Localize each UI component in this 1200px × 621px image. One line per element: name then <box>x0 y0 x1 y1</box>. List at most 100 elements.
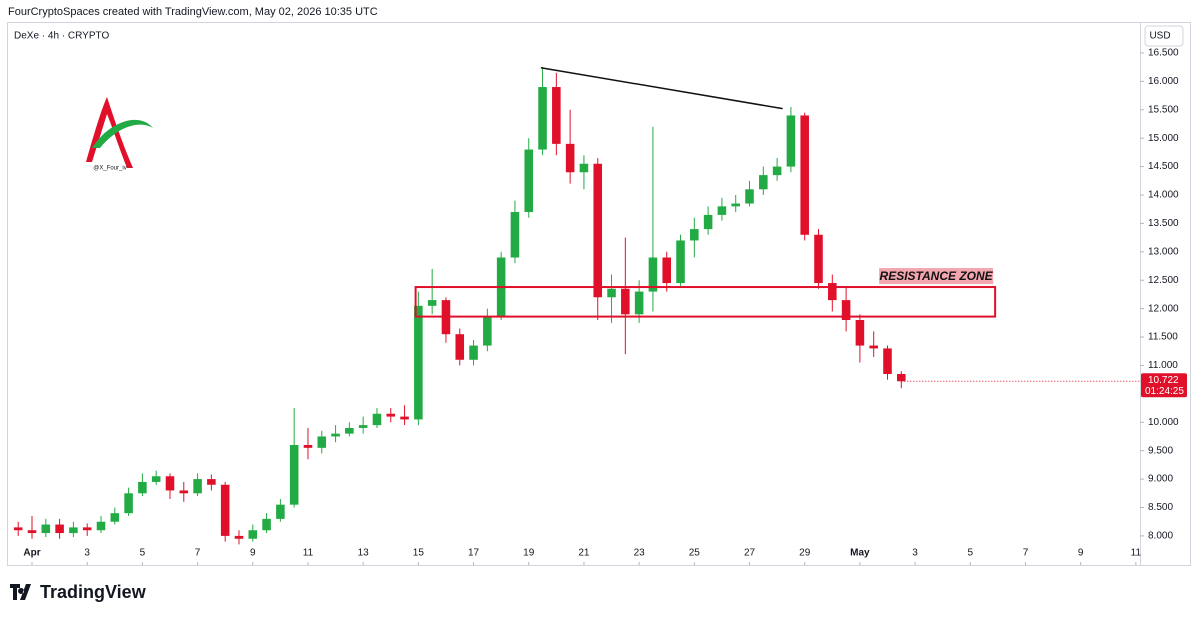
x-tick-label: 29 <box>799 548 811 559</box>
candle-body <box>607 288 616 298</box>
x-tick-label: May <box>850 548 870 559</box>
candle-body <box>69 527 78 534</box>
candle-body <box>151 476 161 482</box>
candle-body <box>455 334 465 360</box>
candle-body <box>82 527 92 531</box>
candle-body <box>248 530 258 539</box>
candle-body <box>386 413 396 417</box>
candle-body <box>538 87 547 150</box>
x-tick-label: 19 <box>523 548 535 559</box>
candle-body <box>579 163 589 173</box>
x-tick-label: 11 <box>303 548 314 559</box>
y-tick-label: 15.500 <box>1148 104 1179 115</box>
x-tick-label: 9 <box>250 548 256 559</box>
x-tick-label: 27 <box>744 548 756 559</box>
y-tick-label: 14.500 <box>1148 161 1179 172</box>
x-tick-label: 23 <box>634 548 646 559</box>
candle-body <box>676 240 685 284</box>
candle-body <box>759 175 768 190</box>
x-tick-label: 17 <box>468 548 480 559</box>
candle-body <box>289 445 299 505</box>
candle-body <box>690 229 699 241</box>
currency-box[interactable] <box>1144 25 1184 47</box>
y-tick-label: 9.000 <box>1148 474 1173 485</box>
y-tick-label: 8.000 <box>1148 531 1173 542</box>
candle-body <box>869 345 878 349</box>
candle-body <box>303 445 313 448</box>
candle-body <box>897 373 906 382</box>
logo-handle: @X_Four_iv <box>93 166 126 172</box>
y-tick-label: 13.500 <box>1148 218 1179 229</box>
candle-body <box>469 345 478 360</box>
y-tick-label: 11.000 <box>1148 360 1178 371</box>
candle-body <box>207 479 216 485</box>
x-tick-label: 5 <box>968 548 974 559</box>
candle-body <box>124 493 133 514</box>
header: FourCryptoSpaces created with TradingVie… <box>8 6 378 18</box>
x-tick-label: Apr <box>23 548 40 559</box>
footer-logo: TradingView <box>10 582 147 602</box>
x-tick-label: 13 <box>358 548 370 559</box>
candle-body <box>427 300 437 306</box>
candle-body <box>662 257 672 284</box>
candle-body <box>331 433 340 437</box>
tv-icon <box>10 584 31 600</box>
trendline <box>540 66 783 110</box>
chart-frame <box>7 22 1191 566</box>
candle-body <box>41 524 51 534</box>
x-tick-label: 15 <box>413 548 425 559</box>
candle-body <box>828 283 837 301</box>
candle-body <box>55 524 64 534</box>
y-tick-label: 12.500 <box>1148 275 1179 286</box>
y-tick-label: 13.000 <box>1148 246 1179 257</box>
candle-body <box>234 535 244 539</box>
x-tick-label: 3 <box>912 548 918 559</box>
y-tick-label: 10.000 <box>1148 417 1179 428</box>
candle-body <box>841 300 851 320</box>
chart-title: DeXe · 4h · CRYPTO <box>14 31 109 42</box>
candle-body <box>745 189 754 204</box>
price-tag-countdown: 01:24:25 <box>1145 386 1184 397</box>
x-tick-label: 5 <box>140 548 146 559</box>
y-tick-label: 11.500 <box>1148 332 1178 343</box>
candle-body <box>372 413 382 426</box>
x-tick-label: 21 <box>578 548 590 559</box>
candle-body <box>717 206 727 215</box>
candle-body <box>262 518 271 531</box>
price-tag-value: 10.722 <box>1148 375 1179 386</box>
price-tag <box>1141 373 1187 398</box>
x-tick-label: 7 <box>1023 548 1029 559</box>
candle-body <box>703 214 713 230</box>
candle-body <box>358 425 368 428</box>
candle-body <box>400 416 409 420</box>
candle-body <box>138 481 147 494</box>
zone-label-bg <box>879 268 994 285</box>
y-tick-label: 16.000 <box>1148 76 1179 87</box>
candle-body <box>565 143 575 173</box>
candle-body <box>13 527 23 531</box>
candle-body <box>483 317 492 346</box>
candle-body <box>814 234 823 284</box>
candle-body <box>634 291 644 315</box>
candle-body <box>800 115 809 235</box>
y-tick-label: 16.500 <box>1148 48 1179 59</box>
candle-body <box>772 166 782 176</box>
candle-body <box>317 436 327 448</box>
zone-label: RESISTANCE ZONE <box>880 269 994 283</box>
candle-body <box>883 348 892 374</box>
x-tick-label: 25 <box>689 548 701 559</box>
candle-body <box>193 479 202 494</box>
candle-body <box>855 320 865 346</box>
candle-body <box>179 490 189 494</box>
y-tick-label: 15.000 <box>1148 133 1179 144</box>
footer-brand: TradingView <box>40 582 147 602</box>
candle-body <box>220 484 230 536</box>
candle-body <box>648 257 658 292</box>
x-tick-label: 7 <box>195 548 201 559</box>
candle-body <box>593 163 603 298</box>
candle-body <box>27 530 37 534</box>
candle-body <box>621 288 630 315</box>
currency[interactable]: USD <box>1149 31 1170 42</box>
